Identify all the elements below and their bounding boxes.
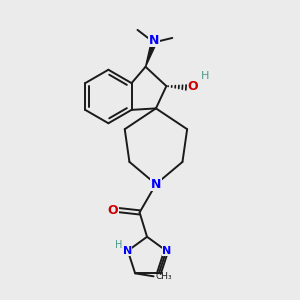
Text: N: N (149, 34, 159, 46)
Text: H: H (201, 71, 209, 81)
Text: N: N (123, 246, 132, 256)
Text: N: N (162, 246, 172, 256)
Polygon shape (146, 41, 156, 67)
Text: H: H (115, 240, 122, 250)
Text: CH₃: CH₃ (156, 272, 172, 281)
Text: O: O (188, 80, 198, 94)
Text: O: O (108, 203, 118, 217)
Text: N: N (151, 178, 161, 191)
